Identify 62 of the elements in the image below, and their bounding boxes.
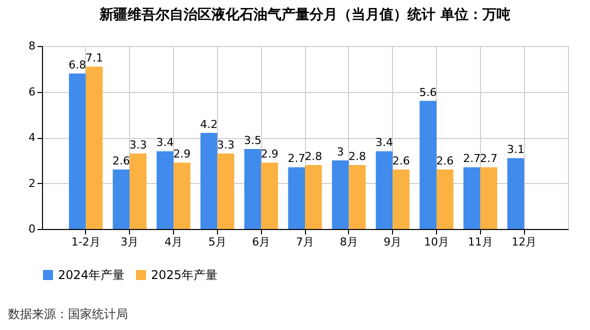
- legend-label: 2024年产量: [58, 268, 125, 282]
- x-tick-label: 4月: [164, 236, 182, 248]
- bar: [480, 167, 498, 229]
- x-tick-label: 5月: [208, 236, 226, 248]
- data-label: 6.8: [68, 58, 86, 72]
- data-label: 3.1: [506, 143, 524, 156]
- data-label: 2.9: [173, 148, 191, 161]
- y-tick-label: 8: [28, 40, 36, 52]
- x-tick-label: 12月: [512, 236, 537, 248]
- data-label: 2.6: [112, 154, 130, 168]
- bar: [436, 170, 454, 229]
- bar: [392, 170, 410, 229]
- bar: [332, 160, 349, 229]
- y-tick-label: 0: [28, 222, 36, 236]
- bar: [156, 151, 174, 229]
- bar: [348, 164, 366, 229]
- data-label: 2.8: [304, 150, 322, 163]
- y-tick-label: 6: [28, 85, 36, 98]
- data-label: 2.7: [480, 152, 498, 166]
- legend-label: 2025年产量: [151, 268, 218, 282]
- bar: [86, 66, 103, 229]
- y-tick-label: 4: [28, 131, 36, 144]
- bar: [112, 170, 130, 229]
- data-label: 2.7: [288, 152, 306, 166]
- data-label: 3: [336, 145, 344, 158]
- bar: [420, 100, 436, 229]
- data-label: 2.9: [260, 148, 278, 161]
- chart-title: 新疆维吾尔自治区液化石油气产量分月（当月值）统计 单位：万吨: [98, 6, 510, 23]
- bar: [244, 148, 262, 229]
- data-label: 2.8: [348, 150, 366, 163]
- bar: [507, 158, 524, 229]
- data-label: 2.7: [463, 152, 481, 166]
- bar: [130, 154, 147, 229]
- x-tick-label: 1-2月: [71, 236, 100, 248]
- data-label: 3.3: [217, 138, 235, 152]
- x-tick-label: 6月: [252, 236, 270, 248]
- x-tick-label: 3月: [120, 236, 139, 248]
- bar: [68, 73, 86, 229]
- bar: [305, 164, 322, 229]
- x-tick-label: 8月: [340, 236, 358, 248]
- bar: [376, 151, 393, 229]
- bar: [200, 132, 218, 229]
- data-label: 2.6: [436, 154, 454, 168]
- x-tick-label: 7月: [296, 236, 314, 248]
- data-label: 5.6: [419, 86, 437, 99]
- x-tick-label: 10月: [424, 236, 449, 248]
- data-label: 2.6: [392, 154, 410, 168]
- data-label: 3.4: [156, 136, 174, 150]
- y-tick-label: 2: [28, 176, 36, 190]
- data-label: 3.3: [129, 138, 147, 152]
- bar: [261, 162, 278, 229]
- source-note: 数据来源：国家统计局: [8, 307, 128, 321]
- data-label: 4.2: [200, 118, 218, 131]
- x-tick-label: 11月: [468, 236, 493, 248]
- bar: [288, 167, 305, 229]
- data-label: 3.5: [244, 134, 262, 147]
- bar: [217, 154, 234, 229]
- bar: [463, 167, 480, 229]
- data-label: 3.4: [375, 136, 393, 150]
- x-tick-label: 9月: [384, 236, 402, 248]
- data-label: 7.1: [86, 52, 104, 65]
- bar: [174, 162, 190, 229]
